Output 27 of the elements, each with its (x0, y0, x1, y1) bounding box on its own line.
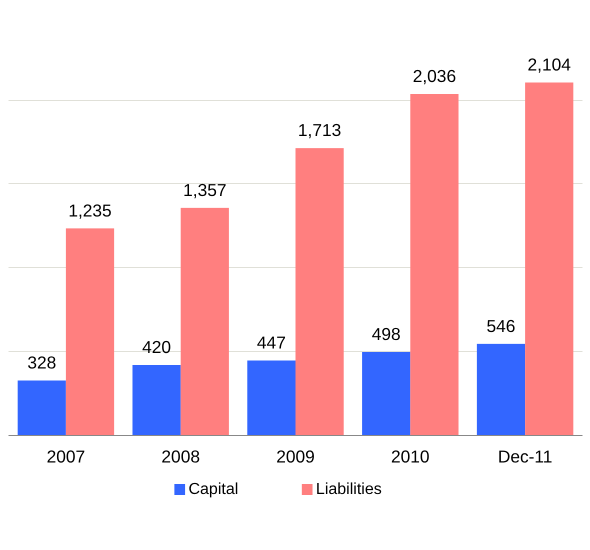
data-label: 420 (142, 337, 172, 358)
data-label: 1,713 (298, 120, 342, 140)
legend-label: Liabilities (316, 481, 382, 498)
data-label: 546 (486, 316, 516, 336)
data-label: 447 (256, 332, 286, 353)
legend-label: Capital (188, 481, 238, 498)
bar (66, 228, 114, 436)
x-tick-label: Dec-11 (498, 446, 552, 466)
data-label: 2,036 (412, 66, 456, 86)
data-label: 1,357 (183, 180, 226, 200)
data-label: 1,235 (68, 200, 112, 220)
bar (132, 365, 181, 436)
bar (362, 352, 410, 436)
data-label: 328 (27, 352, 56, 372)
bar (247, 360, 296, 436)
bar (18, 380, 66, 436)
x-tick-label: 2008 (161, 446, 200, 466)
bar (525, 82, 574, 436)
data-label: 2,104 (528, 54, 572, 75)
x-tick-label: 2009 (276, 446, 315, 466)
bar (410, 94, 459, 436)
bar (296, 148, 344, 436)
data-label: 498 (372, 324, 401, 344)
x-tick-label: 2010 (391, 446, 430, 466)
x-tick-label: 2007 (46, 446, 86, 466)
bar (476, 344, 526, 436)
bar (180, 208, 229, 436)
